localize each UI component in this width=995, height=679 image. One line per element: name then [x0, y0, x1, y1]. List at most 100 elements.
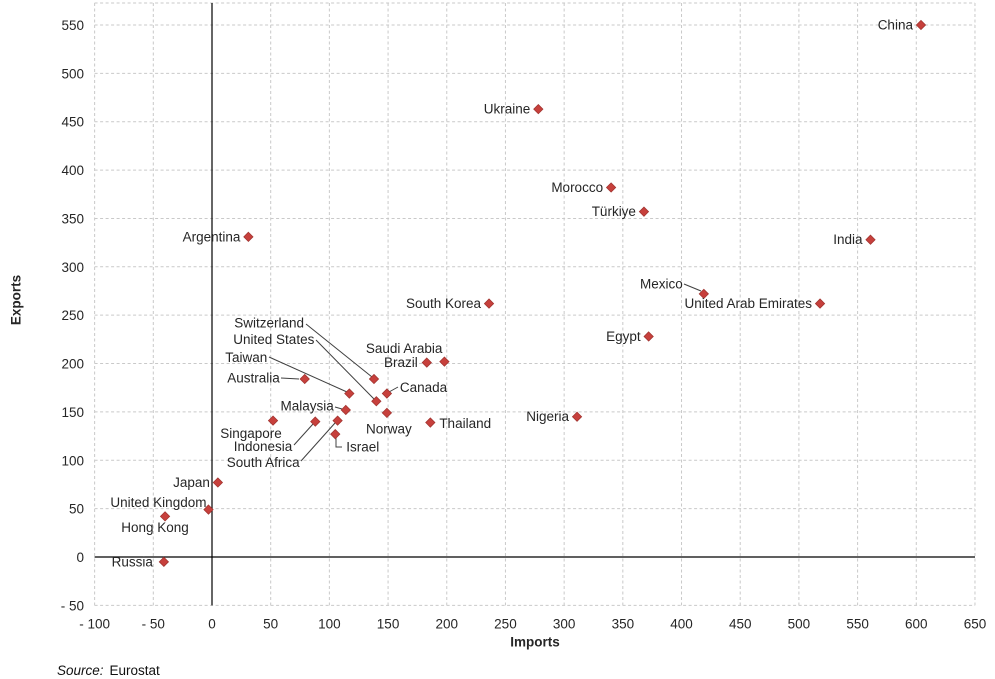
point-malaysia	[340, 404, 351, 416]
data-points	[158, 19, 927, 568]
x-tick-400: 400	[670, 617, 693, 632]
label-saudi-arabia: Saudi Arabia	[366, 341, 443, 356]
point-united-arab-emirates	[814, 298, 826, 309]
leader-line-israel	[335, 437, 342, 448]
point-taiwan	[344, 388, 355, 399]
x-tick-450: 450	[729, 617, 752, 632]
zero-axis-lines	[94, 3, 975, 606]
x-tick-labels: - 100 - 50 0 50 100 150 200 250 300 350 400 450 500 5…	[79, 617, 986, 632]
label-egypt: Egypt	[606, 329, 641, 344]
leader-lines	[268, 283, 702, 462]
y-tick-400: 400	[61, 163, 84, 178]
point-saudi-arabia	[439, 356, 450, 367]
y-tick-200: 200	[61, 357, 84, 372]
point-nigeria	[571, 411, 583, 422]
label-ukraine: Ukraine	[484, 102, 531, 117]
label-argentina: Argentina	[183, 229, 241, 244]
point-morocco	[605, 182, 617, 193]
point-t-rkiye	[638, 206, 650, 217]
leader-line-taiwan	[268, 356, 348, 393]
x-tick-0: 0	[208, 617, 216, 632]
x-tick-250: 250	[494, 617, 517, 632]
point-switzerland	[368, 373, 380, 385]
point-israel	[330, 428, 341, 440]
leader-line-south-africa	[300, 422, 336, 462]
source-value: Eurostat	[109, 663, 160, 678]
label-brazil: Brazil	[384, 355, 418, 370]
point-hong-kong	[159, 511, 171, 522]
y-tick-500: 500	[61, 66, 84, 81]
y-tick-100: 100	[61, 453, 84, 468]
point-canada	[381, 388, 393, 399]
label-china: China	[878, 17, 914, 32]
leader-line-mexico	[683, 283, 702, 292]
source-line: Source: Eurostat	[57, 663, 160, 678]
x-tick-600: 600	[905, 617, 928, 632]
label-united-kingdom: United Kingdom	[110, 495, 206, 510]
leader-line-switzerland	[305, 323, 373, 378]
x-tick--100: - 100	[79, 617, 110, 632]
leader-line-indonesia	[293, 423, 314, 446]
leader-line-united-states	[315, 339, 375, 400]
y-tick-450: 450	[61, 115, 84, 130]
label-india: India	[833, 232, 863, 247]
x-tick-50: 50	[263, 617, 278, 632]
label-mexico: Mexico	[640, 276, 683, 291]
x-axis-title: Imports	[510, 635, 560, 650]
label-israel: Israel	[346, 440, 379, 455]
x-tick-100: 100	[318, 617, 341, 632]
point-united-states	[371, 396, 382, 407]
point-norway	[381, 407, 393, 419]
y-tick-0: 0	[76, 550, 84, 565]
point-united-kingdom	[203, 504, 214, 515]
gridlines	[94, 2, 976, 606]
point-mexico	[698, 288, 709, 300]
point-china	[915, 19, 927, 31]
point-india	[865, 234, 876, 245]
point-thailand	[425, 417, 436, 428]
x-tick-650: 650	[964, 617, 987, 632]
point-south-korea	[483, 298, 495, 309]
label-nigeria: Nigeria	[526, 409, 569, 424]
point-ukraine	[533, 103, 544, 115]
label-switzerland: Switzerland	[234, 316, 304, 331]
y-tick-350: 350	[61, 211, 84, 226]
y-tick--50: - 50	[61, 598, 84, 613]
point-brazil	[421, 357, 432, 368]
x-tick-150: 150	[377, 617, 400, 632]
leader-line-malaysia	[334, 406, 343, 410]
source-label: Source:	[57, 663, 104, 678]
x-tick-550: 550	[846, 617, 869, 632]
point-egypt	[643, 331, 654, 342]
label-south-korea: South Korea	[406, 296, 482, 311]
point-argentina	[243, 231, 254, 242]
y-tick-150: 150	[61, 405, 84, 420]
label-norway: Norway	[366, 421, 412, 436]
label-malaysia: Malaysia	[281, 398, 335, 413]
point-australia	[299, 373, 310, 385]
label-australia: Australia	[227, 371, 280, 386]
point-labels: China Ukraine Morocco Türkiye India Argentina…	[110, 17, 913, 569]
label-t-rkiye: Türkiye	[592, 204, 636, 219]
y-tick-250: 250	[61, 308, 84, 323]
point-singapore	[267, 415, 279, 426]
label-singapore: Singapore	[220, 426, 282, 441]
point-japan	[212, 477, 224, 488]
label-indonesia: Indonesia	[234, 439, 293, 454]
label-united-arab-emirates: United Arab Emirates	[684, 296, 812, 311]
x-tick-500: 500	[788, 617, 811, 632]
axis-titles: Imports Exports	[9, 275, 560, 650]
label-taiwan: Taiwan	[225, 350, 267, 365]
point-russia	[158, 556, 170, 568]
x-tick--50: - 50	[142, 617, 165, 632]
point-south-africa	[332, 415, 343, 426]
leader-line-canada	[388, 386, 399, 393]
y-axis-title: Exports	[9, 275, 24, 325]
x-tick-350: 350	[612, 617, 635, 632]
y-tick-50: 50	[69, 502, 84, 517]
point-indonesia	[310, 416, 321, 427]
label-japan: Japan	[173, 475, 210, 490]
